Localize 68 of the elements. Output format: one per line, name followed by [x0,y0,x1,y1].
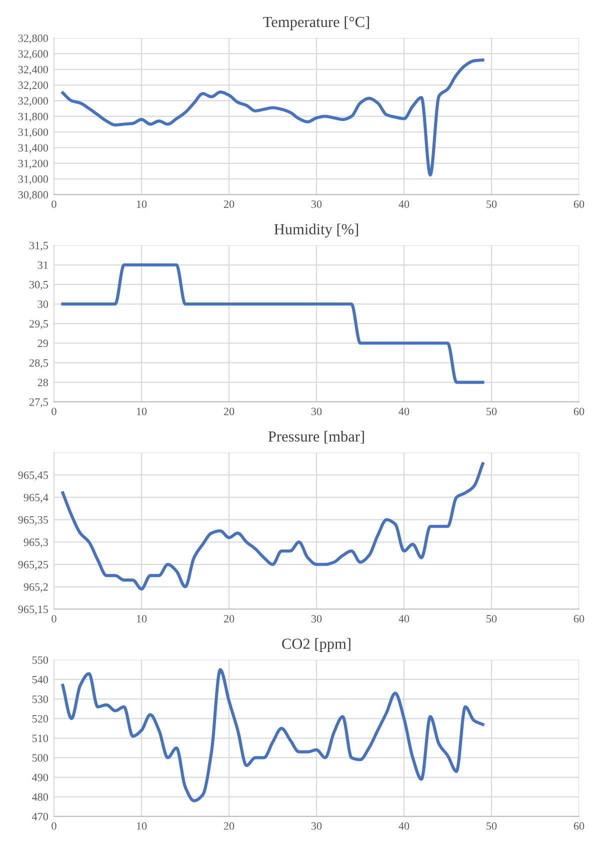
y-tick-label: 32,200 [18,81,48,91]
x-tick-label: 20 [224,408,234,416]
y-tick-label: 965,4 [24,494,48,503]
x-tick-label: 40 [398,200,410,208]
x-tick-label: 60 [574,614,584,622]
y-tick-label: 965,35 [18,516,48,526]
x-tick-label: 10 [136,200,147,208]
x-tick-label: 50 [486,614,497,622]
y-tick-label: 31,400 [18,144,48,154]
y-tick-label: 30 [38,300,48,308]
y-tick-label: 965,45 [18,471,48,481]
y-tick-label: 31,000 [18,175,48,184]
y-tick-label: 965,25 [18,560,48,570]
chart-title: Pressure [mbar] [268,430,364,444]
y-tick-label: 510 [32,734,48,742]
x-tick-label: 50 [486,408,497,416]
x-tick-label: 10 [136,822,147,830]
y-tick-label: 29 [38,340,48,348]
y-tick-label: 32,400 [18,66,48,75]
x-tick-label: 0 [52,614,56,622]
y-tick-label: 520 [32,715,48,723]
y-tick-label: 32,600 [18,50,48,60]
x-tick-label: 50 [486,200,497,208]
y-tick-label: 28,5 [29,359,48,368]
y-tick-label: 29,5 [29,320,48,330]
x-tick-label: 60 [574,200,584,208]
x-tick-label: 0 [52,822,56,830]
y-tick-label: 28 [38,378,48,386]
y-tick-label: 470 [32,812,48,820]
y-tick-label: 31,800 [18,112,48,122]
y-tick-label: 32,000 [18,97,48,106]
y-tick-label: 30,800 [18,191,48,200]
y-tick-label: 965,15 [18,606,48,615]
x-tick-label: 10 [136,614,147,622]
x-tick-label: 20 [224,822,234,830]
x-tick-label: 20 [224,200,234,208]
x-tick-label: 20 [224,614,234,622]
x-tick-label: 60 [574,408,584,416]
x-tick-label: 0 [52,200,56,208]
y-tick-label: 27,5 [29,398,48,408]
y-tick-label: 965,3 [24,538,48,548]
x-tick-label: 30 [311,822,322,830]
x-tick-label: 0 [52,408,56,416]
x-tick-label: 50 [486,822,497,830]
y-tick-label: 500 [32,754,48,762]
y-tick-label: 31,5 [30,242,48,251]
x-tick-label: 40 [398,822,410,830]
y-tick-label: 540 [32,676,48,684]
x-tick-label: 40 [398,408,410,416]
x-tick-label: 30 [311,408,322,416]
y-tick-label: 530 [32,695,48,703]
x-tick-label: 10 [136,408,147,416]
y-tick-label: 31,600 [18,128,48,138]
chart-title: CO2 [ppm] [282,638,350,652]
chart-title: Temperature [°C] [263,16,369,30]
y-tick-label: 30,5 [30,280,48,290]
y-tick-label: 965,2 [24,583,48,592]
y-tick-label: 32,800 [18,34,48,44]
x-tick-label: 30 [311,200,322,208]
y-tick-label: 31 [38,261,48,269]
chart-title: Humidity [%] [274,224,358,238]
x-tick-label: 30 [311,614,322,622]
x-tick-label: 40 [398,614,410,622]
x-tick-label: 60 [574,822,584,830]
y-tick-label: 480 [32,793,48,801]
y-tick-label: 31,200 [18,160,48,169]
y-tick-label: 490 [32,774,48,782]
y-tick-label: 550 [32,656,48,664]
